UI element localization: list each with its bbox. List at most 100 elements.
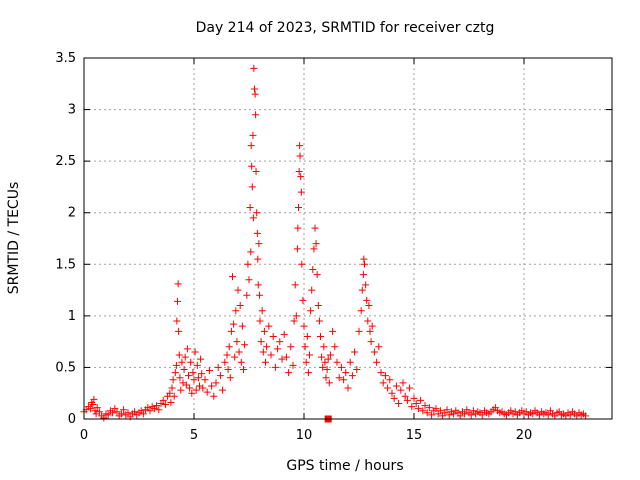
data-point — [386, 376, 394, 384]
data-point — [331, 343, 339, 351]
data-point — [252, 167, 260, 175]
axis-ticks: 0 0.5 1 1.5 2 2.5 3 3.5 0 5 10 15 20 — [55, 51, 612, 443]
data-point — [243, 291, 251, 299]
data-point — [276, 338, 284, 346]
data-point — [375, 343, 383, 351]
data-point — [381, 372, 389, 380]
data-point — [193, 361, 201, 369]
data-point — [322, 374, 330, 382]
data-point — [166, 389, 174, 397]
data-point — [282, 353, 290, 361]
data-point — [308, 286, 316, 294]
data-point — [478, 411, 486, 419]
data-point — [216, 372, 224, 380]
data-point — [421, 402, 429, 410]
data-point — [388, 389, 396, 397]
data-point — [256, 291, 264, 299]
data-point — [208, 382, 216, 390]
data-point — [315, 317, 323, 325]
data-point — [295, 167, 303, 175]
data-point — [412, 400, 420, 408]
data-point — [373, 358, 381, 366]
data-point — [360, 255, 368, 263]
data-point — [177, 386, 185, 394]
data-point — [174, 280, 182, 288]
data-point — [310, 245, 318, 253]
data-point — [223, 351, 231, 359]
data-point — [257, 338, 265, 346]
data-point — [212, 379, 220, 387]
data-point — [90, 395, 98, 403]
x-tick-label: 10 — [296, 428, 313, 443]
data-point — [176, 374, 184, 382]
data-point — [269, 332, 277, 340]
data-point — [298, 260, 306, 268]
data-point — [313, 271, 321, 279]
data-point — [139, 410, 147, 418]
data-point — [406, 384, 414, 392]
data-point — [392, 382, 400, 390]
data-point — [251, 85, 258, 93]
data-point — [297, 188, 305, 196]
data-point — [185, 372, 192, 380]
data-point — [410, 394, 418, 402]
plot-frame — [83, 57, 613, 420]
data-point — [104, 411, 112, 419]
data-point — [159, 396, 167, 404]
x-axis-label: GPS time / hours — [286, 458, 403, 474]
data-point — [260, 327, 268, 335]
data-point — [230, 320, 238, 328]
data-point — [351, 348, 359, 356]
data-point — [203, 388, 211, 396]
data-point — [467, 411, 475, 419]
data-point — [301, 343, 309, 351]
data-point — [456, 412, 464, 420]
data-point — [258, 307, 266, 315]
data-point — [250, 64, 258, 72]
data-point — [337, 363, 345, 371]
data-point — [358, 286, 366, 294]
data-point — [263, 343, 271, 351]
data-point — [234, 286, 242, 294]
data-point — [262, 358, 269, 366]
data-point — [172, 361, 180, 369]
data-point — [324, 355, 332, 363]
data-point — [289, 361, 297, 369]
data-point — [304, 369, 312, 377]
data-point — [247, 248, 255, 256]
data-point — [87, 405, 95, 413]
data-point — [399, 379, 407, 387]
data-point — [348, 372, 356, 380]
data-point — [225, 343, 233, 351]
data-point — [192, 386, 200, 394]
data-point — [311, 224, 319, 232]
data-point — [408, 403, 416, 411]
grid — [84, 58, 612, 419]
data-point — [299, 296, 307, 304]
data-points — [80, 64, 590, 423]
data-point — [198, 370, 206, 378]
data-point — [236, 302, 244, 310]
data-point — [285, 369, 293, 377]
data-point — [224, 365, 232, 373]
data-point — [312, 240, 320, 248]
data-point — [314, 302, 322, 310]
data-point — [229, 273, 236, 281]
y-tick-label: 3 — [68, 103, 76, 118]
data-point — [183, 345, 191, 353]
data-point — [297, 173, 305, 181]
data-point — [321, 358, 329, 366]
data-point — [367, 338, 375, 346]
data-point — [237, 358, 245, 366]
data-point — [95, 408, 103, 416]
data-point — [197, 355, 205, 363]
data-point — [292, 312, 300, 320]
data-point — [238, 322, 246, 330]
data-point — [174, 297, 181, 305]
data-point — [294, 224, 302, 232]
data-point — [169, 376, 177, 384]
data-point — [271, 363, 279, 371]
data-point — [221, 358, 229, 366]
data-point — [175, 351, 183, 359]
data-point — [401, 392, 409, 400]
